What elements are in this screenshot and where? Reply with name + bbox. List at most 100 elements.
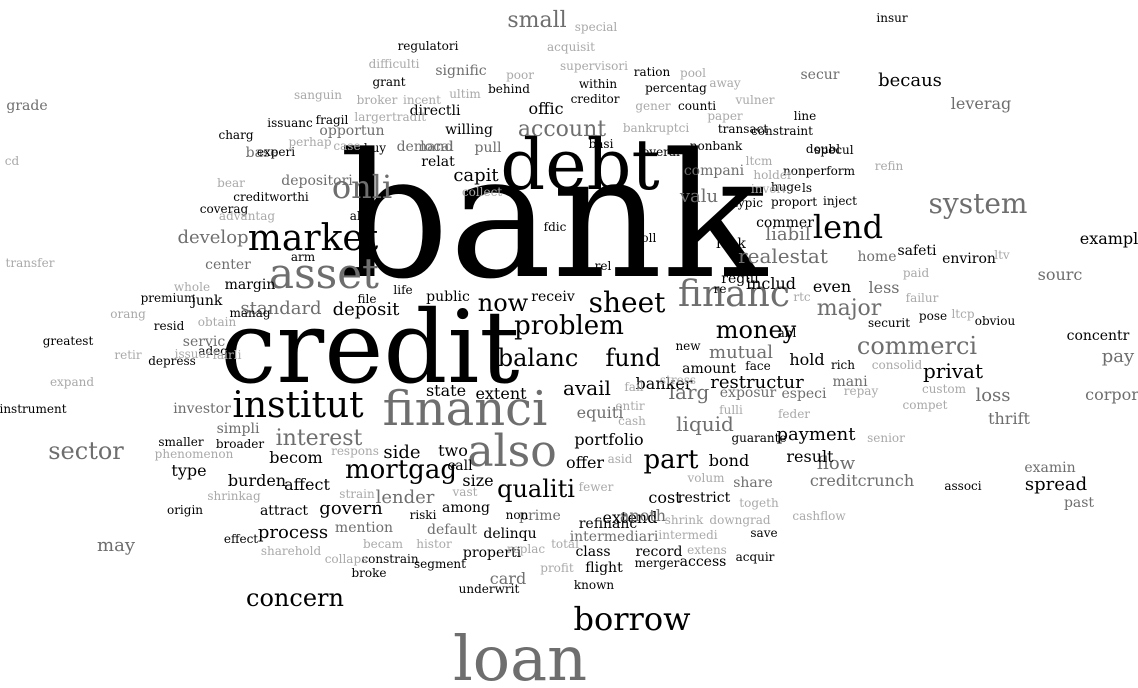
word-consolid: consolid bbox=[872, 358, 923, 372]
word-larger: larger bbox=[354, 110, 392, 124]
word-among: among bbox=[442, 500, 490, 516]
word-prime: prime bbox=[519, 508, 561, 524]
word-money: money bbox=[716, 316, 797, 344]
word-credit: credit bbox=[220, 289, 519, 406]
word-gener: gener bbox=[635, 99, 671, 113]
word-privat: privat bbox=[923, 359, 983, 383]
word-especi: especi bbox=[781, 386, 827, 402]
word-side: side bbox=[383, 442, 420, 463]
word-segment: segment bbox=[414, 557, 466, 571]
word-junk: junk bbox=[190, 293, 223, 309]
word-regul: regul bbox=[721, 271, 759, 287]
word-holder: holder bbox=[753, 168, 793, 182]
word-affect: affect bbox=[284, 475, 330, 494]
word-part: part bbox=[643, 445, 699, 475]
word-paid: paid bbox=[903, 266, 930, 280]
word-offic: offic bbox=[528, 99, 563, 118]
word-intermedi: intermedi bbox=[658, 528, 717, 542]
word-liquid: liquid bbox=[676, 412, 734, 436]
word-receiv: receiv bbox=[531, 289, 575, 305]
word-exampl: exampl bbox=[1080, 229, 1138, 248]
word-manag: manag bbox=[229, 306, 270, 320]
word-relat: relat bbox=[421, 154, 455, 170]
word-safeti: safeti bbox=[897, 243, 937, 259]
word-loss: loss bbox=[975, 385, 1010, 406]
word-may: may bbox=[97, 535, 136, 556]
word-loan: loan bbox=[453, 622, 587, 688]
word-share: share bbox=[733, 475, 773, 491]
word-special: special bbox=[575, 20, 618, 34]
word-acquisit: acquisit bbox=[547, 40, 595, 54]
word-card: card bbox=[490, 569, 526, 588]
word-flow: flow bbox=[817, 453, 856, 474]
word-signific: signific bbox=[435, 63, 486, 79]
word-phenomenon: phenomenon bbox=[155, 447, 234, 461]
word-compet: compet bbox=[903, 398, 948, 412]
word-abil: abil bbox=[350, 209, 373, 223]
word-total: total bbox=[551, 537, 579, 551]
word-arm: arm bbox=[291, 250, 316, 264]
word-rich: rich bbox=[831, 358, 855, 372]
word-pool: pool bbox=[680, 66, 706, 80]
word-pay: pay bbox=[1102, 346, 1135, 367]
word-financ: financ bbox=[678, 274, 790, 315]
word-corpor: corpor bbox=[1085, 385, 1138, 404]
word-grant: grant bbox=[372, 75, 405, 89]
word-fewer: fewer bbox=[579, 480, 614, 494]
word-onli: onli bbox=[332, 168, 392, 206]
word-home: home bbox=[857, 249, 896, 265]
word-mutual: mutual bbox=[709, 342, 773, 363]
word-market: market bbox=[248, 218, 379, 259]
word-investor: investor bbox=[173, 401, 231, 417]
word-call: call bbox=[447, 458, 473, 474]
word-face: face bbox=[745, 359, 770, 373]
word-small: small bbox=[507, 8, 566, 33]
word-burden: burden bbox=[228, 471, 286, 490]
word-percentag: percentag bbox=[645, 81, 707, 95]
word-sourc: sourc bbox=[1038, 265, 1083, 284]
word-directli: directli bbox=[410, 103, 461, 119]
word-fail: fail bbox=[624, 380, 643, 394]
word-account: account bbox=[518, 117, 606, 142]
word-willing: willing bbox=[445, 122, 493, 138]
word-doubl: doubl bbox=[806, 142, 840, 156]
word-extens: extens bbox=[687, 543, 727, 557]
word-charg: charg bbox=[218, 128, 253, 142]
word-guarante: guarante bbox=[731, 431, 786, 445]
word-attract: attract bbox=[260, 503, 308, 519]
word-greatest: greatest bbox=[43, 334, 94, 348]
word-borrow: borrow bbox=[574, 600, 691, 638]
word-underwrit: underwrit bbox=[459, 582, 520, 596]
word-resid: resid bbox=[154, 319, 185, 333]
word-equiti: equiti bbox=[577, 403, 624, 422]
word-transfer: transfer bbox=[6, 256, 55, 270]
word-associ: associ bbox=[944, 479, 981, 493]
word-cashflow: cashflow bbox=[792, 509, 846, 523]
word-deposit: deposit bbox=[333, 299, 401, 320]
word-broader: broader bbox=[216, 437, 265, 451]
word-overal: overal bbox=[642, 145, 680, 159]
word-anoth: anoth bbox=[620, 506, 666, 525]
word-constrain: constrain bbox=[361, 552, 418, 566]
word-basi: basi bbox=[589, 137, 614, 151]
word-rtc: rtc bbox=[793, 290, 811, 304]
word-bond: bond bbox=[709, 451, 749, 470]
word-thrift: thrift bbox=[988, 409, 1030, 428]
word-pull: pull bbox=[475, 140, 502, 156]
word-develop: develop bbox=[177, 227, 248, 248]
word-amount: amount bbox=[682, 361, 736, 377]
word-mortgag: mortgag bbox=[345, 455, 457, 485]
word-banker: banker bbox=[636, 374, 693, 393]
word-cd: cd bbox=[5, 154, 20, 168]
word-rel: rel bbox=[595, 259, 612, 273]
word-becaus: becaus bbox=[878, 70, 942, 91]
word-new: new bbox=[675, 339, 701, 353]
word-tradit: tradit bbox=[392, 110, 426, 124]
word-away: away bbox=[709, 76, 741, 90]
word-concentr: concentr bbox=[1067, 328, 1130, 344]
word-supervisori: supervisori bbox=[560, 59, 628, 73]
word-commerci: commerci bbox=[857, 332, 978, 360]
word-now: now bbox=[478, 289, 529, 317]
